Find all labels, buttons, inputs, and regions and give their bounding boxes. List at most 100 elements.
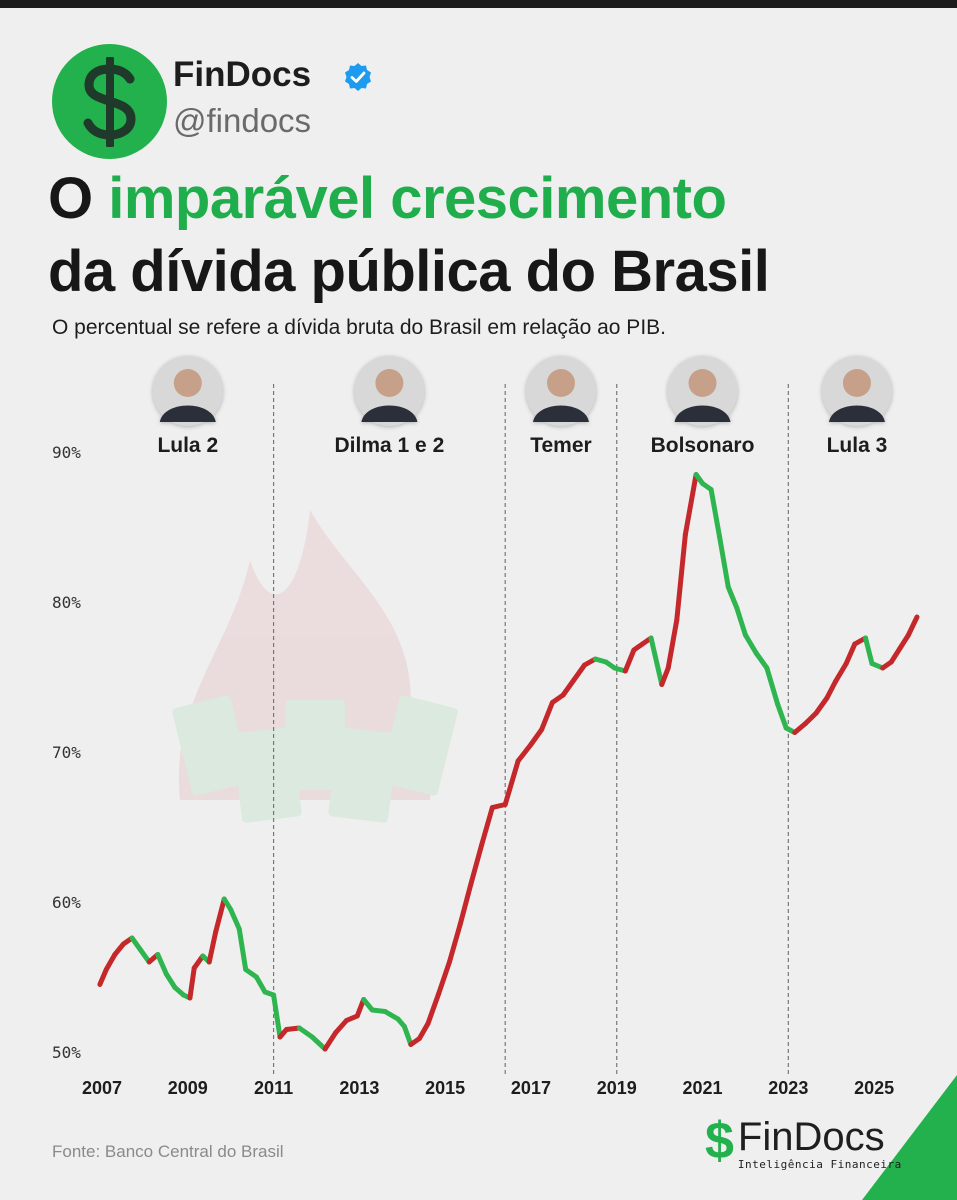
series-segment — [515, 742, 534, 764]
title-highlight: imparável crescimento — [108, 166, 727, 231]
series-segment — [155, 952, 169, 977]
portrait-body — [159, 405, 216, 422]
x-tick-label: 2021 — [683, 1078, 723, 1098]
series-segment — [271, 992, 283, 1040]
series-segment — [648, 635, 665, 687]
money-stack-shape — [172, 695, 251, 796]
series-segment — [888, 646, 903, 665]
period-label: Bolsonaro — [651, 434, 755, 457]
series-segment — [309, 1034, 328, 1052]
x-tick-label: 2007 — [82, 1078, 122, 1098]
x-tick-label: 2019 — [597, 1078, 637, 1098]
series-segment — [97, 967, 109, 987]
page-title-line-2: da dívida pública do Brasil — [48, 239, 770, 304]
series-segment — [103, 952, 118, 972]
series-segment — [813, 695, 830, 716]
period-label: Lula 2 — [157, 434, 218, 457]
series-segment — [622, 647, 637, 674]
portrait-body — [828, 405, 885, 422]
series-segment — [163, 971, 178, 990]
series-segment — [833, 661, 849, 684]
portrait-head — [546, 369, 575, 397]
series-segment — [296, 1025, 315, 1040]
series-segment — [228, 907, 242, 932]
series-segment — [436, 959, 452, 996]
money-stack-shape — [328, 727, 398, 823]
page-title-line-1: O imparável crescimento — [48, 165, 727, 232]
portrait-body — [532, 405, 589, 422]
series-segment — [725, 584, 740, 611]
money-stack-shape — [232, 727, 302, 823]
x-tick-label: 2015 — [425, 1078, 465, 1098]
series-segment — [824, 679, 838, 701]
dollar-sign-icon — [83, 56, 136, 147]
series-segment — [253, 974, 268, 995]
y-tick-label: 50% — [52, 1043, 81, 1062]
series-segment — [659, 665, 671, 687]
series-segment — [753, 650, 770, 671]
money-stack-shape — [379, 695, 458, 796]
verified-check-icon — [345, 63, 371, 91]
x-tick-label: 2013 — [339, 1078, 379, 1098]
chart-subtitle: O percentual se refere a dívida bruta do… — [52, 316, 666, 339]
series-segment — [764, 665, 781, 707]
series-segment — [333, 1018, 349, 1035]
series-segment — [897, 632, 911, 651]
footer-logo: $ FinDocs Inteligência Financeira — [705, 1112, 902, 1171]
series-segment — [708, 487, 723, 540]
y-tick-label: 90% — [52, 443, 81, 462]
series-segment — [528, 727, 545, 747]
series-segment — [416, 1021, 431, 1041]
series-segment — [401, 1024, 414, 1047]
debt-series — [97, 472, 920, 1052]
y-tick-label: 60% — [52, 893, 81, 912]
x-tick-label: 2023 — [768, 1078, 808, 1098]
series-segment — [742, 632, 759, 656]
brand-name: FinDocs — [173, 55, 312, 94]
portrait-body — [361, 405, 418, 422]
debt-line-chart: 50% 60% 70% 80% 90% 2007 2009 2011 2013 2015 2017 2… — [52, 356, 920, 1098]
series-segment — [236, 926, 249, 972]
series-segment — [502, 758, 521, 807]
dilma-portrait-icon — [354, 356, 425, 426]
series-segment — [457, 881, 474, 927]
period-label: Temer — [530, 434, 591, 457]
series-segment — [863, 635, 875, 666]
series-segment — [717, 535, 731, 590]
bolsonaro-portrait-icon — [667, 356, 738, 426]
series-segment — [187, 965, 197, 1001]
flame-shape — [178, 510, 434, 800]
temer-portrait-icon — [525, 356, 596, 426]
brand-logo — [52, 44, 167, 159]
series-segment — [682, 472, 699, 537]
series-segment — [354, 997, 367, 1019]
series-segment — [571, 662, 588, 683]
portrait-head — [842, 369, 871, 397]
series-segment — [734, 605, 748, 638]
source-note: Fonte: Banco Central do Brasil — [52, 1142, 284, 1161]
x-tick-label: 2009 — [168, 1078, 208, 1098]
portrait-head — [173, 369, 202, 397]
fire-watermark-icon — [172, 510, 458, 823]
series-segment — [905, 614, 920, 638]
series-segment — [425, 991, 442, 1026]
y-tick-label: 70% — [52, 743, 81, 762]
x-tick-label: 2017 — [511, 1078, 551, 1098]
corner-decoration — [862, 1075, 957, 1200]
series-segment — [213, 896, 227, 935]
series-segment — [560, 677, 577, 698]
series-segment — [665, 617, 680, 671]
title-prefix: O — [48, 166, 93, 231]
dollar-sign-icon: $ — [705, 1112, 734, 1170]
x-tick-label: 2011 — [254, 1078, 293, 1098]
top-bar — [0, 0, 957, 8]
series-segment — [206, 929, 219, 965]
footer-logo-tagline: Inteligência Financeira — [737, 1158, 902, 1171]
series-segment — [322, 1030, 339, 1052]
portrait-head — [375, 369, 404, 397]
footer-logo-name: FinDocs — [737, 1115, 885, 1159]
series-segment — [539, 700, 555, 732]
period-label: Lula 3 — [827, 434, 888, 457]
lula-portrait-icon — [152, 356, 223, 426]
lula-portrait-icon — [821, 356, 892, 426]
